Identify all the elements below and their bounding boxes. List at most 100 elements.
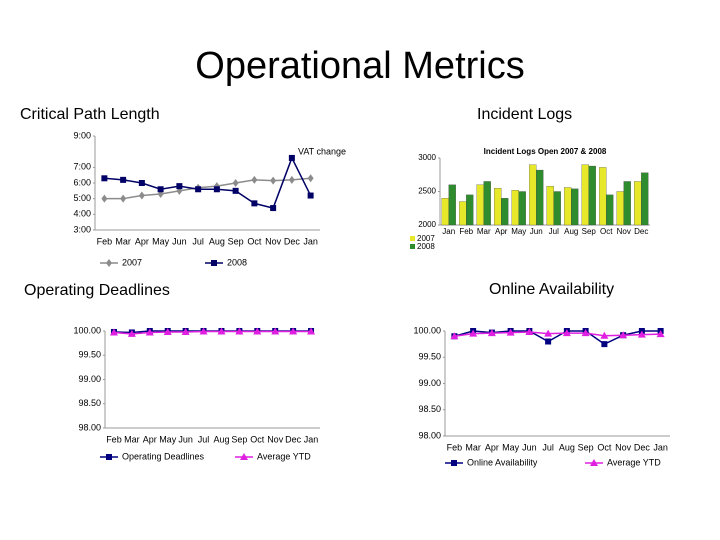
series-line [113,330,312,335]
bar [501,198,509,226]
x-tick-label: Nov [615,442,632,452]
y-tick-label: 98.50 [418,404,441,414]
legend-label: Average YTD [607,457,661,467]
data-point [288,154,295,161]
data-point [217,327,226,335]
data-point [120,194,127,203]
x-tick-label: Jan [442,227,455,236]
x-tick-label: Mar [477,227,491,236]
x-tick-label: Aug [564,227,578,236]
x-tick-label: Apr [495,227,508,236]
data-point [307,192,314,199]
x-tick-label: Oct [247,236,262,246]
x-tick-label: Jul [549,227,559,236]
x-tick-label: Nov [265,236,282,246]
series-line [454,331,661,337]
data-point [232,179,239,187]
x-tick-label: Oct [600,227,613,236]
chart-title: Critical Path Length [20,106,160,123]
data-point [487,329,496,337]
x-tick-label: Jul [198,434,210,444]
y-tick-label: 98.50 [78,398,101,408]
legend-marker [240,453,248,460]
bar [483,181,491,226]
bar [634,181,642,226]
bar [564,187,572,226]
data-point [545,338,552,345]
data-point [656,330,665,338]
data-point [307,327,316,335]
data-point [289,327,298,335]
x-tick-label: May [511,227,526,236]
data-point [251,200,258,207]
data-point [213,186,220,193]
x-tick-label: Jun [522,442,537,452]
bar [641,172,649,226]
data-point [619,331,628,339]
legend-label: 2007 [417,234,435,243]
legend-label: 2008 [227,257,247,267]
y-tick-label: 98.00 [418,430,441,440]
data-point [253,327,262,335]
x-tick-label: Oct [597,442,612,452]
x-tick-label: Sep [231,434,247,444]
bar [546,185,554,226]
y-tick-label: 6:00 [73,177,91,187]
bar [511,190,519,226]
data-point [562,329,571,337]
data-point [469,329,478,337]
data-point [138,180,145,186]
x-tick-label: Feb [106,434,122,444]
bar [476,184,484,226]
x-tick-label: Jun [172,236,187,246]
legend-marker [106,259,112,267]
data-point [176,183,183,190]
data-point [581,329,590,337]
legend-label: Operating Deadlines [122,451,205,461]
x-tick-label: Mar [465,442,481,452]
x-tick-label: Dec [634,227,648,236]
series-line [104,156,312,209]
bar [599,167,607,226]
bar [441,198,449,226]
data-point [601,341,608,348]
legend-marker [211,260,217,266]
legend-marker [106,454,112,460]
x-tick-label: Sep [582,227,597,236]
legend-label: Average YTD [257,451,311,461]
x-tick-label: Jun [178,434,193,444]
x-tick-label: Jul [192,236,204,246]
y-tick-label: 2500 [418,187,436,196]
bar [448,184,456,226]
x-tick-label: Dec [634,442,651,452]
data-point [271,327,280,335]
x-tick-label: May [159,434,177,444]
bar [553,191,561,226]
x-tick-label: Apr [135,236,149,246]
bar [588,165,596,226]
x-tick-label: Nov [267,434,284,444]
bar [466,194,474,226]
data-point [235,327,244,335]
data-point [637,330,646,338]
x-tick-label: Jul [542,442,554,452]
chart-title: Online Availability [489,281,614,298]
y-tick-label: 3000 [418,153,436,162]
x-tick-label: Jun [530,227,543,236]
y-tick-label: 2000 [418,220,436,229]
x-tick-label: May [502,442,520,452]
x-tick-label: Mar [124,434,140,444]
x-tick-label: Aug [209,236,225,246]
y-tick-label: 100.00 [73,325,101,335]
legend-label: 2008 [417,242,435,251]
data-point [120,176,127,183]
data-point [145,328,154,336]
legend-marker [451,460,457,466]
y-tick-label: 99.50 [78,350,101,360]
data-point [270,205,277,212]
data-point [525,328,534,336]
y-tick-label: 9:00 [73,130,91,140]
x-tick-label: Feb [447,442,463,452]
data-point [195,186,202,193]
